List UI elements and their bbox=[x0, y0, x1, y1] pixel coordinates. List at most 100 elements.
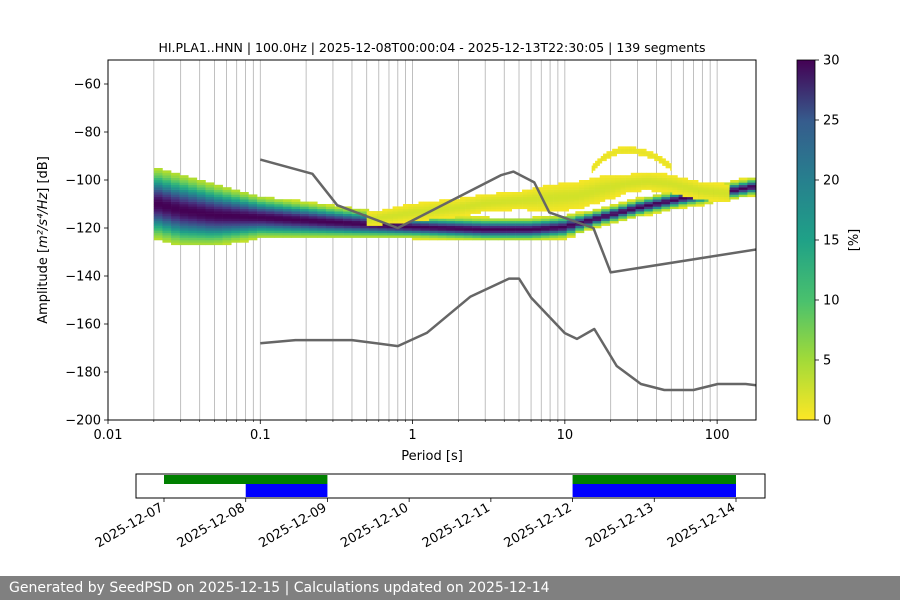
density-cell bbox=[475, 208, 481, 212]
density-cell bbox=[153, 218, 163, 222]
density-cell bbox=[663, 163, 665, 166]
density-cell bbox=[392, 208, 399, 212]
density-cell bbox=[205, 184, 215, 188]
density-cell bbox=[386, 225, 396, 229]
density-cell bbox=[403, 223, 413, 226]
density-cell bbox=[291, 211, 301, 214]
density-cell bbox=[171, 206, 180, 210]
density-cell bbox=[658, 156, 661, 159]
density-cell bbox=[563, 187, 569, 190]
density-cell bbox=[663, 160, 665, 164]
density-cell bbox=[540, 216, 550, 219]
density-cell bbox=[522, 194, 528, 198]
density-cell bbox=[205, 208, 215, 212]
density-cell bbox=[633, 148, 636, 152]
density-cell bbox=[439, 201, 445, 205]
density-cell bbox=[248, 220, 258, 224]
density-cell bbox=[360, 230, 370, 234]
density-cell bbox=[532, 218, 542, 222]
density-cell bbox=[652, 201, 662, 205]
density-cell bbox=[239, 196, 249, 200]
density-cell bbox=[171, 204, 180, 207]
density-cell bbox=[325, 225, 335, 229]
density-cell bbox=[248, 228, 258, 231]
density-cell bbox=[257, 199, 266, 202]
density-cell bbox=[630, 177, 637, 181]
density-cell bbox=[532, 206, 538, 210]
density-cell bbox=[153, 175, 163, 178]
density-cell bbox=[703, 194, 709, 198]
density-cell bbox=[626, 206, 636, 210]
density-cell bbox=[692, 182, 699, 186]
density-cell bbox=[437, 232, 447, 236]
density-cell bbox=[515, 220, 525, 224]
density-cell bbox=[652, 199, 662, 202]
density-cell bbox=[718, 189, 725, 193]
density-cell bbox=[231, 240, 241, 243]
density-cell bbox=[667, 175, 673, 178]
density-cell bbox=[325, 213, 335, 217]
density-cell bbox=[718, 199, 725, 202]
density-cell bbox=[661, 204, 671, 207]
density-cell bbox=[231, 218, 241, 222]
density-cell bbox=[489, 237, 499, 241]
density-cell bbox=[413, 204, 419, 207]
density-cell bbox=[645, 148, 647, 152]
density-cell bbox=[626, 151, 629, 154]
density-cell bbox=[444, 206, 450, 210]
density-cell bbox=[589, 182, 595, 186]
density-cell bbox=[343, 235, 352, 238]
density-cell bbox=[708, 196, 714, 200]
density-cell bbox=[635, 180, 642, 183]
density-cell bbox=[604, 196, 611, 200]
density-cell bbox=[459, 206, 466, 210]
density-cell bbox=[604, 180, 611, 183]
density-cell bbox=[411, 237, 421, 241]
density-cell bbox=[747, 189, 756, 193]
density-cell bbox=[205, 189, 215, 193]
density-cell bbox=[434, 208, 440, 212]
density-cell bbox=[635, 177, 642, 181]
density-cell bbox=[171, 184, 180, 188]
density-cell bbox=[630, 180, 637, 183]
density-cell bbox=[490, 206, 497, 210]
density-cell bbox=[446, 230, 456, 234]
density-cell bbox=[573, 201, 580, 205]
density-cell bbox=[654, 153, 656, 157]
density-cell bbox=[454, 213, 461, 217]
density-cell bbox=[515, 223, 525, 226]
density-cell bbox=[274, 204, 284, 207]
density-cell bbox=[162, 194, 172, 198]
density-cell bbox=[558, 223, 568, 226]
density-cell bbox=[239, 240, 249, 243]
density-cell bbox=[708, 192, 714, 195]
density-cell bbox=[621, 151, 623, 154]
density-cell bbox=[205, 235, 215, 238]
density-cell bbox=[454, 199, 461, 202]
density-cell bbox=[656, 180, 663, 183]
density-cell bbox=[515, 235, 525, 238]
density-cell bbox=[472, 218, 482, 222]
density-cell bbox=[188, 189, 198, 193]
density-cell bbox=[196, 182, 206, 186]
density-cell bbox=[282, 204, 292, 207]
density-cell bbox=[418, 201, 424, 205]
density-cell bbox=[402, 211, 409, 214]
density-cell bbox=[153, 184, 163, 188]
density-cell bbox=[231, 228, 241, 231]
density-cell bbox=[615, 182, 621, 186]
density-cell bbox=[449, 201, 456, 205]
density-cell bbox=[713, 196, 720, 200]
density-cell bbox=[205, 201, 215, 205]
density-cell bbox=[188, 220, 198, 224]
density-cell bbox=[490, 208, 497, 212]
density-cell bbox=[511, 194, 518, 198]
density-cell bbox=[437, 223, 447, 226]
density-cell bbox=[532, 196, 538, 200]
density-cell bbox=[516, 201, 523, 205]
density-cell bbox=[153, 182, 163, 186]
density-cell bbox=[308, 220, 318, 224]
x-axis-label: Period [s] bbox=[401, 449, 463, 464]
density-cell bbox=[196, 237, 206, 241]
density-cell bbox=[179, 218, 189, 222]
